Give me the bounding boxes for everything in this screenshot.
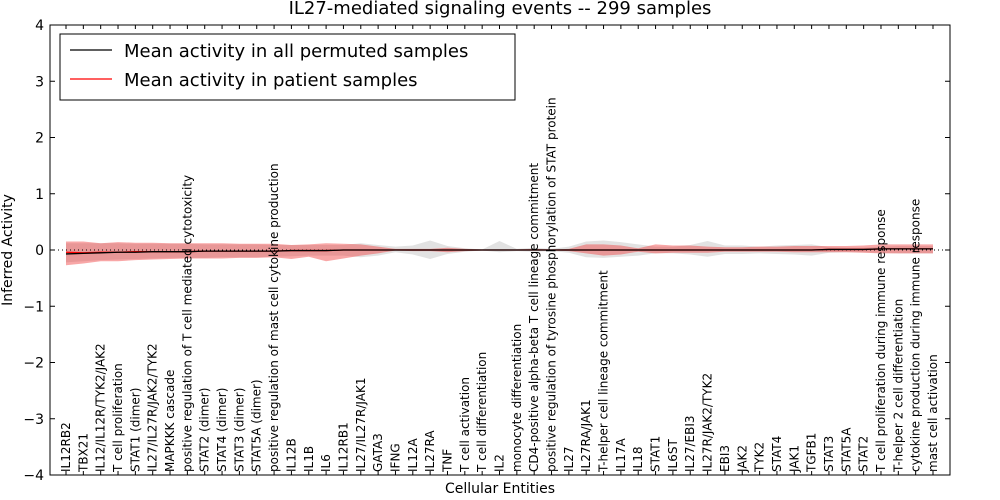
y-tick-label: 1 <box>35 187 44 203</box>
x-tick-label: IL27/EBI3 <box>683 415 697 472</box>
x-tick-label: STAT1 (dimer) <box>128 388 142 472</box>
x-tick-label: IL2 <box>493 454 507 472</box>
y-tick-label: −2 <box>23 356 44 372</box>
x-tick-label: mast cell activation <box>926 354 940 472</box>
x-tick-label: positive regulation of mast cell cytokin… <box>267 163 281 472</box>
x-tick-label: IL18 <box>631 447 645 473</box>
x-axis: IL12RB2 TBX21 IL12/IL12R/TYK2/JAK2 T cell p… <box>59 25 940 475</box>
x-tick-label: IL12RB2 <box>59 422 73 472</box>
y-axis: 4 3 2 1 0 −1 −2 −3 −4 <box>23 18 950 484</box>
x-tick-label: JAK2 <box>735 445 749 473</box>
x-tick-label: positive regulation of tyrosine phosphor… <box>545 97 559 472</box>
x-tick-label: monocyte differentiation <box>510 324 524 472</box>
legend-box <box>59 33 516 101</box>
x-tick-label: GATA3 <box>371 433 385 472</box>
x-tick-label: IFNG <box>388 443 402 472</box>
x-tick-label: TGFB1 <box>805 433 819 473</box>
y-tick-label: 4 <box>35 18 44 34</box>
x-tick-label: STAT2 (dimer) <box>198 388 212 472</box>
y-tick-label: 2 <box>35 131 44 147</box>
x-tick-label: TYK2 <box>753 442 767 473</box>
y-tick-label: −3 <box>23 412 44 428</box>
y-tick-label: 0 <box>35 243 44 259</box>
legend: Mean activity in all permuted samples Me… <box>59 33 516 101</box>
x-tick-label: T-helper cell lineage commitment <box>597 270 611 473</box>
x-tick-label: IL12A <box>406 438 420 472</box>
y-axis-title: Inferred Activity <box>0 194 16 306</box>
x-tick-label: T cell proliferation during immune respo… <box>874 209 888 473</box>
chart-title: IL27-mediated signaling events -- 299 sa… <box>289 0 712 19</box>
x-tick-label: STAT3 (dimer) <box>232 388 246 472</box>
x-tick-label: STAT5A (dimer) <box>250 379 264 472</box>
x-tick-label: TBX21 <box>76 433 90 473</box>
series-lines <box>50 248 950 255</box>
x-tick-label: CD4-positive alpha-beta T cell lineage c… <box>527 163 541 472</box>
x-tick-label: STAT3 <box>822 436 836 472</box>
x-tick-label: IL27/IL27R/JAK1 <box>354 378 368 472</box>
x-tick-label: IL6ST <box>666 439 680 472</box>
x-tick-label: TNF <box>440 449 454 473</box>
x-tick-label: STAT5A <box>839 427 853 472</box>
x-tick-label: IL27/IL27R/JAK2/TYK2 <box>146 343 160 472</box>
legend-label-patient: Mean activity in patient samples <box>124 70 418 91</box>
x-tick-label: JAK1 <box>787 445 801 473</box>
band-patient <box>66 241 933 266</box>
x-tick-label: MAPKKK cascade <box>163 370 177 472</box>
legend-label-permuted: Mean activity in all permuted samples <box>124 41 468 62</box>
y-tick-label: 3 <box>35 74 44 90</box>
x-tick-label: T cell activation <box>458 377 472 473</box>
confidence-bands <box>66 240 933 266</box>
x-tick-label: positive regulation of T cell mediated c… <box>180 175 194 472</box>
x-tick-label: IL12B <box>284 438 298 472</box>
x-tick-label: T cell proliferation <box>111 363 125 473</box>
x-tick-label: IL6 <box>319 454 333 472</box>
x-tick-label: STAT4 <box>770 436 784 472</box>
y-tick-label: −4 <box>23 468 44 484</box>
x-tick-label: T cell differentiation <box>475 352 489 473</box>
x-tick-label: STAT1 <box>649 436 663 472</box>
x-tick-label: IL12RB1 <box>336 422 350 472</box>
x-tick-label: IL1B <box>302 446 316 472</box>
x-tick-label: STAT2 <box>857 436 871 472</box>
x-tick-label: IL27R/JAK2/TYK2 <box>701 373 715 472</box>
x-tick-label: IL27RA <box>423 430 437 472</box>
x-tick-label: EBI3 <box>718 445 732 472</box>
x-axis-title: Cellular Entities <box>445 481 555 497</box>
x-tick-label: IL12/IL12R/TYK2/JAK2 <box>94 343 108 472</box>
x-tick-label: IL27RA/JAK1 <box>579 399 593 472</box>
x-tick-label: cytokine production during immune respon… <box>909 199 923 472</box>
x-tick-label: STAT4 (dimer) <box>215 388 229 472</box>
band-permuted <box>66 240 933 263</box>
x-tick-label: IL17A <box>614 438 628 472</box>
series-line-permuted <box>65 248 933 255</box>
x-tick-label: T-helper 2 cell differentiation <box>891 299 905 473</box>
y-tick-label: −1 <box>23 299 44 315</box>
x-tick-label: IL27 <box>562 447 576 473</box>
